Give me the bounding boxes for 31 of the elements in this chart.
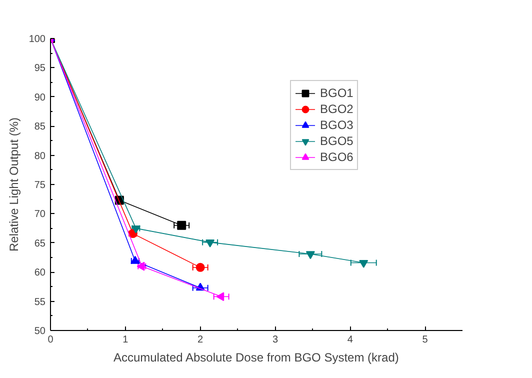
legend-label: BGO2 [320,101,354,117]
y-tick-label: 100 [28,34,46,45]
x-tick-label: 3 [272,334,278,346]
point [206,240,215,248]
x-tick-label: 5 [422,334,428,346]
point [306,251,315,260]
legend-label: BGO5 [320,133,354,149]
y-tick-label: 60 [34,268,46,279]
x-tick-label: 4 [347,334,354,346]
x-tick-label: 0 [48,334,54,346]
point [130,256,140,264]
point [359,260,368,268]
point [196,262,205,272]
y-tick-label: 65 [34,238,46,250]
y-tick-label: 90 [34,92,46,104]
y-tick-label: 80 [34,150,46,162]
y-tick-label: 85 [34,122,46,133]
point [177,220,186,230]
y-tick-label: 95 [34,63,46,74]
legend-label: BGO3 [320,117,354,133]
x-tick-label: 2 [198,334,204,346]
point [216,292,224,302]
x-tick-label: 1 [122,334,129,346]
y-tick-label: 70 [34,209,46,220]
x-axis-title: Accumulated Absolute Dose from BGO System (krad) [113,350,399,364]
y-tick-label: 55 [34,296,46,308]
y-axis-title: Relative Light Output (%) [6,117,21,252]
y-tick-label: 75 [34,180,46,191]
y-tick-label: 50 [34,326,46,337]
legend-label: BGO1 [320,85,354,101]
legend-label: BGO6 [320,149,354,165]
